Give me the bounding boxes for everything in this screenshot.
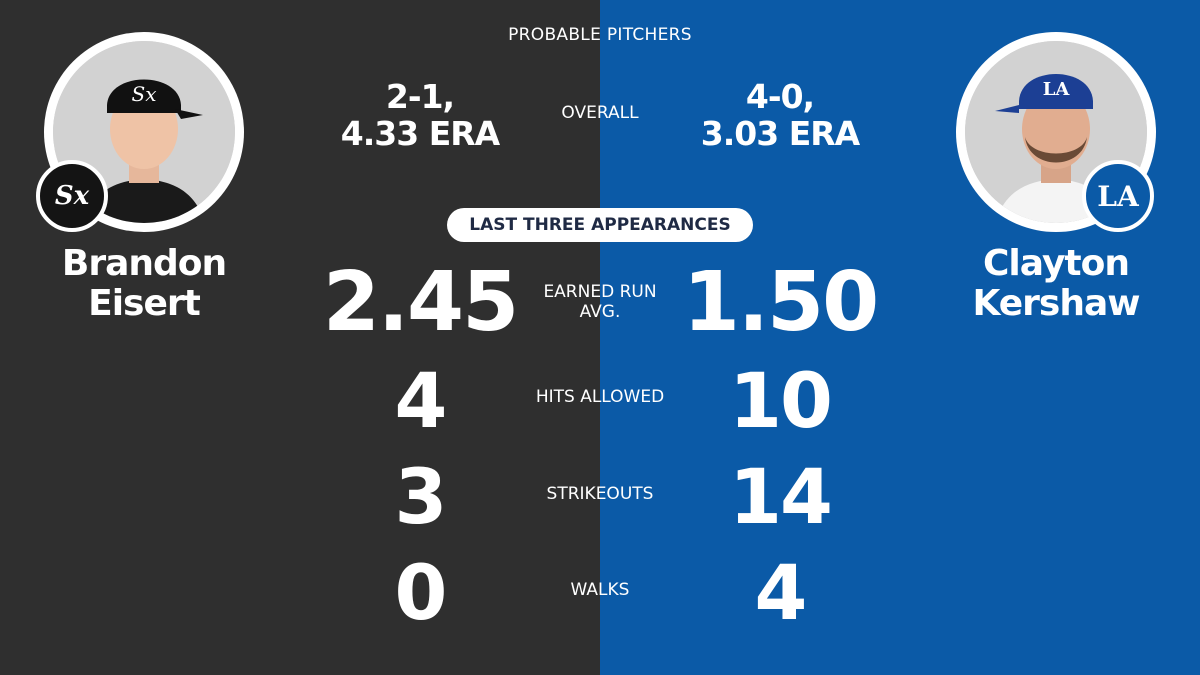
left-overall-record: 2-1, 4.33 ERA xyxy=(300,78,540,152)
svg-text:Sx: Sx xyxy=(55,181,90,211)
white-sox-logo-icon: Sx xyxy=(55,181,90,211)
era-label-line2: AVG. xyxy=(579,302,621,322)
svg-text:Sx: Sx xyxy=(132,82,157,106)
left-strikeouts-value: 3 xyxy=(394,452,448,541)
last-three-appearances-pill: LAST THREE APPEARANCES xyxy=(447,208,753,242)
strikeouts-label: STRIKEOUTS xyxy=(546,484,654,504)
left-hits-allowed-value: 4 xyxy=(394,356,448,445)
left-player-last-name: Eisert xyxy=(88,283,201,324)
svg-text:LA: LA xyxy=(1097,180,1140,213)
right-hits-allowed-value: 10 xyxy=(729,356,833,445)
overall-label: OVERALL xyxy=(561,103,639,123)
era-label: EARNED RUN AVG. xyxy=(500,282,700,322)
right-walks-value: 4 xyxy=(754,548,808,637)
white-sox-logo-badge: Sx xyxy=(36,160,108,232)
right-overall-record-line2: 3.03 ERA xyxy=(700,114,860,153)
left-overall-record-line1: 2-1, xyxy=(385,77,455,116)
right-player-portrait: LA xyxy=(956,32,1156,232)
left-player-name: Brandon Eisert xyxy=(14,244,274,324)
left-player-first-name: Brandon xyxy=(61,243,227,284)
walks-label: WALKS xyxy=(570,580,630,600)
page-title: PROBABLE PITCHERS xyxy=(508,25,692,45)
player-silhouette-icon: Sx xyxy=(53,41,235,223)
right-player-name: Clayton Kershaw xyxy=(926,244,1186,324)
right-overall-record-line1: 4-0, xyxy=(745,77,815,116)
right-overall-record: 4-0, 3.03 ERA xyxy=(660,78,900,152)
left-era-value: 2.45 xyxy=(322,255,519,350)
dodgers-logo-badge: LA xyxy=(1082,160,1154,232)
right-player-first-name: Clayton xyxy=(983,243,1130,284)
left-player-portrait: Sx xyxy=(44,32,244,232)
hits-allowed-label: HITS ALLOWED xyxy=(535,387,665,407)
right-strikeouts-value: 14 xyxy=(729,452,833,541)
left-overall-record-line2: 4.33 ERA xyxy=(340,114,500,153)
right-player-last-name: Kershaw xyxy=(972,283,1140,324)
svg-text:LA: LA xyxy=(1043,79,1071,100)
left-walks-value: 0 xyxy=(394,548,448,637)
right-era-value: 1.50 xyxy=(682,255,879,350)
era-label-line1: EARNED RUN xyxy=(543,282,657,302)
dodgers-logo-icon: LA xyxy=(1097,180,1140,213)
